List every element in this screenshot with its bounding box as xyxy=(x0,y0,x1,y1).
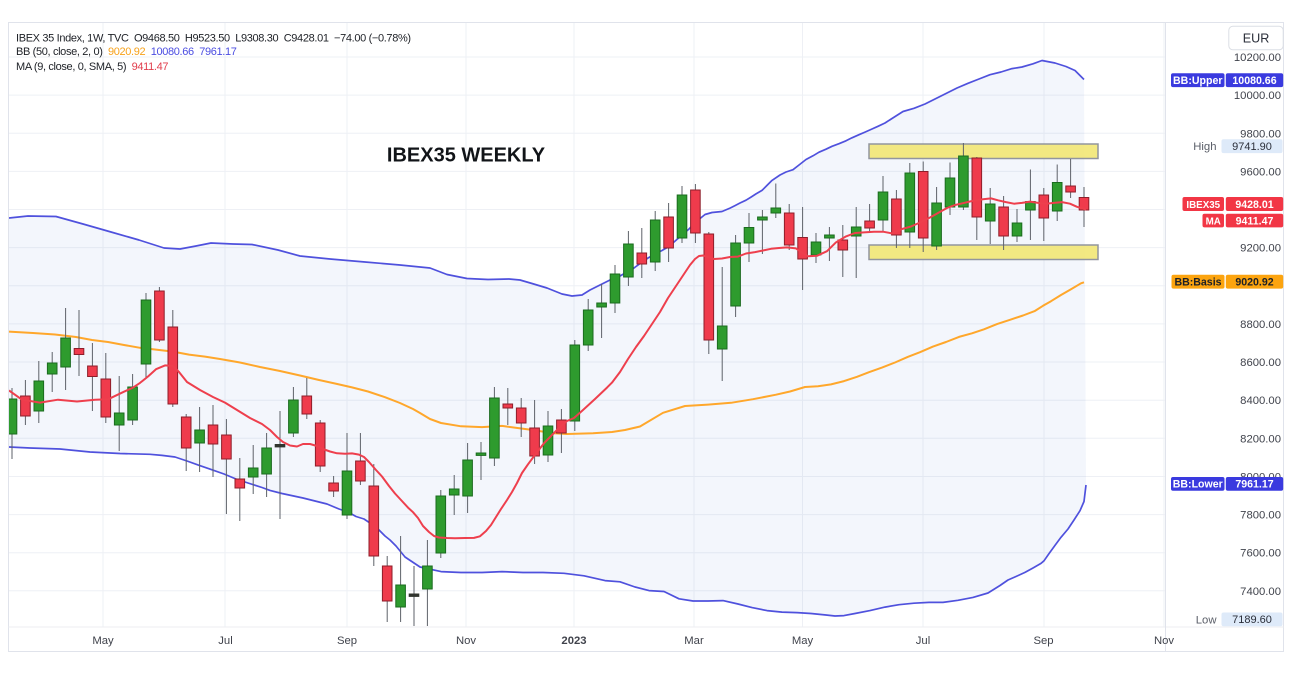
svg-text:MA (9, close, 0, SMA, 5) 9411: MA (9, close, 0, SMA, 5) 9411.47 xyxy=(16,61,168,73)
svg-text:IBEX35 WEEKLY: IBEX35 WEEKLY xyxy=(387,145,546,167)
svg-text:BB:Basis: BB:Basis xyxy=(1174,277,1221,289)
svg-text:MA: MA xyxy=(1206,216,1221,227)
svg-text:8200.00: 8200.00 xyxy=(1240,433,1281,445)
svg-text:9020.92: 9020.92 xyxy=(1235,277,1273,289)
svg-text:High: High xyxy=(1193,141,1216,153)
svg-text:7961.17: 7961.17 xyxy=(1235,479,1273,491)
svg-text:9741.90: 9741.90 xyxy=(1232,141,1272,153)
svg-text:9428.01: 9428.01 xyxy=(1235,199,1273,211)
svg-text:Sep: Sep xyxy=(337,635,357,647)
svg-text:Sep: Sep xyxy=(1033,635,1053,647)
svg-text:7400.00: 7400.00 xyxy=(1240,586,1281,598)
svg-text:8800.00: 8800.00 xyxy=(1240,319,1281,331)
svg-text:IBEX 35 Index, 1W, TVC O9468.: IBEX 35 Index, 1W, TVC O9468.50 H9523.50… xyxy=(16,33,411,45)
svg-text:Jul: Jul xyxy=(218,635,232,647)
svg-text:BB (50, close, 2, 0) 9020.92: BB (50, close, 2, 0) 9020.92 10080.66 79… xyxy=(16,46,237,58)
svg-text:9200.00: 9200.00 xyxy=(1240,243,1281,255)
svg-text:7189.60: 7189.60 xyxy=(1232,614,1272,626)
svg-text:9411.47: 9411.47 xyxy=(1236,215,1274,227)
svg-text:9800.00: 9800.00 xyxy=(1240,128,1281,140)
svg-text:Mar: Mar xyxy=(684,635,704,647)
svg-text:May: May xyxy=(792,635,814,647)
svg-text:7600.00: 7600.00 xyxy=(1240,548,1281,560)
svg-text:EUR: EUR xyxy=(1243,32,1270,46)
svg-text:9600.00: 9600.00 xyxy=(1240,166,1281,178)
svg-text:10000.00: 10000.00 xyxy=(1234,90,1281,102)
svg-text:BB:Lower: BB:Lower xyxy=(1173,479,1223,491)
svg-text:Low: Low xyxy=(1196,614,1218,626)
svg-text:May: May xyxy=(92,635,114,647)
svg-text:10200.00: 10200.00 xyxy=(1234,52,1281,64)
svg-text:IBEX35: IBEX35 xyxy=(1186,200,1220,211)
svg-text:Nov: Nov xyxy=(1154,635,1174,647)
svg-text:8400.00: 8400.00 xyxy=(1240,395,1281,407)
svg-text:10080.66: 10080.66 xyxy=(1232,75,1276,87)
svg-text:2023: 2023 xyxy=(561,635,586,647)
svg-text:8600.00: 8600.00 xyxy=(1240,357,1281,369)
svg-text:BB:Upper: BB:Upper xyxy=(1173,75,1222,87)
svg-text:7800.00: 7800.00 xyxy=(1240,510,1281,522)
svg-text:Nov: Nov xyxy=(456,635,476,647)
svg-text:Jul: Jul xyxy=(916,635,930,647)
